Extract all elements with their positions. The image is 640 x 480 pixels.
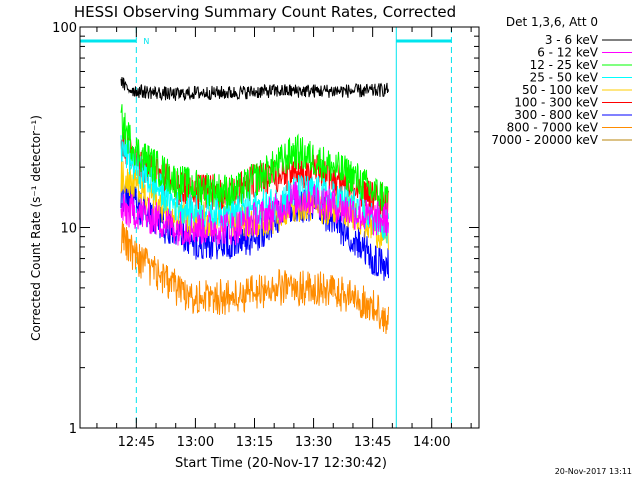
y-tick-label: 1	[69, 422, 77, 437]
legend-label: 25 - 50 keV	[530, 71, 599, 85]
series-line	[120, 180, 389, 246]
series-line	[120, 104, 389, 213]
y-axis-label: Corrected Count Rate (s⁻¹ detector⁻¹)	[29, 115, 43, 341]
footer-timestamp: 20-Nov-2017 13:11	[555, 467, 632, 476]
x-tick-label: 13:30	[295, 435, 332, 450]
legend-label: 7000 - 20000 keV	[491, 133, 598, 147]
x-axis-label: Start Time (20-Nov-17 12:30:42)	[175, 456, 387, 471]
series-line	[120, 221, 389, 335]
legend-label: 3 - 6 keV	[545, 33, 599, 47]
legend-header: Det 1,3,6, Att 0	[506, 15, 598, 29]
x-tick-label: 13:00	[177, 435, 214, 450]
legend-label: 6 - 12 keV	[537, 46, 599, 60]
legend-label: 50 - 100 keV	[522, 83, 599, 97]
legend-label: 100 - 300 keV	[514, 96, 598, 110]
plot-area: N	[79, 27, 452, 428]
legend-label: 800 - 7000 keV	[507, 121, 599, 135]
y-tick-label: 100	[52, 21, 77, 36]
legend-label: 300 - 800 keV	[514, 108, 598, 122]
x-tick-label: 12:45	[118, 435, 155, 450]
x-tick-label: 13:15	[236, 435, 273, 450]
axis-ticks: 1 10 100 12:45 13:00 13:15 13:30 13:45 14:00	[52, 21, 479, 450]
series-line	[120, 76, 389, 102]
night-marker-label: N	[143, 37, 149, 46]
legend-label: 12 - 25 keV	[530, 58, 599, 72]
y-tick-label: 10	[60, 222, 77, 237]
chart-title: HESSI Observing Summary Count Rates, Cor…	[74, 3, 456, 21]
x-tick-label: 13:45	[354, 435, 391, 450]
x-tick-label: 14:00	[413, 435, 450, 450]
